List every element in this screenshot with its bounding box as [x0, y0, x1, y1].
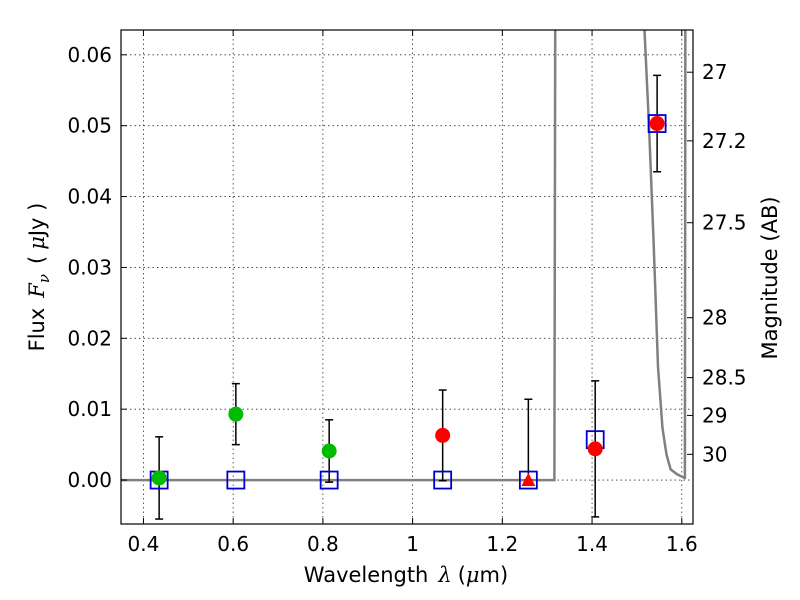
model-flux-square	[319, 470, 339, 490]
y-tick-label: 0.04	[67, 185, 112, 209]
y2-axis-ticks: 27 27.2 27.5 28 28.5 29 30	[687, 60, 747, 466]
model-flux-square	[433, 470, 453, 490]
y2-tick-label: 30	[702, 442, 727, 466]
upper-limit-triangle	[521, 473, 536, 487]
model-flux-square	[518, 470, 538, 490]
observed-flux-point	[228, 406, 244, 422]
observed-flux-point	[151, 470, 167, 486]
x-tick-label: 1	[406, 532, 419, 556]
plot-frame	[120, 29, 694, 525]
y-axis-title: FluxFν(μJy )	[25, 203, 53, 352]
observed-flux-point	[321, 443, 337, 459]
y2-tick-label: 28	[702, 306, 727, 330]
y2-tick-label: 27.2	[702, 129, 747, 153]
model-flux-square	[647, 114, 667, 133]
x-tick-label: 0.6	[217, 532, 249, 556]
model-flux-square	[226, 470, 246, 490]
observed-flux-point	[435, 427, 451, 443]
x-tick-label: 1.4	[576, 532, 608, 556]
x-axis-ticks: 0.4 0.6 0.8 1 1.2 1.4 1.6	[128, 30, 698, 556]
x-axis-title: Wavelength λ (μm)	[304, 563, 508, 587]
model-curve-layer	[121, 30, 687, 482]
marker-layer	[149, 114, 667, 490]
y-tick-label: 0.06	[67, 43, 112, 67]
y-tick-label: 0.01	[67, 397, 112, 421]
y2-tick-label: 27	[702, 60, 727, 84]
x-tick-label: 0.8	[307, 532, 339, 556]
y-axis-ticks: 0.00 0.01 0.02 0.03 0.04 0.05 0.06	[67, 43, 127, 492]
y2-tick-label: 28.5	[702, 366, 747, 390]
y2-axis-title: Magnitude (AB)	[758, 196, 782, 359]
observed-flux-point	[587, 441, 603, 457]
model-curve	[121, 30, 687, 482]
observed-flux-point	[649, 116, 665, 132]
y-tick-label: 0.00	[67, 468, 112, 492]
y-tick-label: 0.03	[67, 255, 112, 279]
x-tick-label: 1.6	[666, 532, 698, 556]
y2-tick-label: 29	[702, 403, 727, 427]
x-tick-label: 1.2	[486, 532, 518, 556]
y-tick-label: 0.02	[67, 326, 112, 350]
y2-tick-label: 27.5	[702, 211, 747, 235]
x-tick-label: 0.4	[128, 532, 160, 556]
y-tick-label: 0.05	[67, 114, 112, 138]
